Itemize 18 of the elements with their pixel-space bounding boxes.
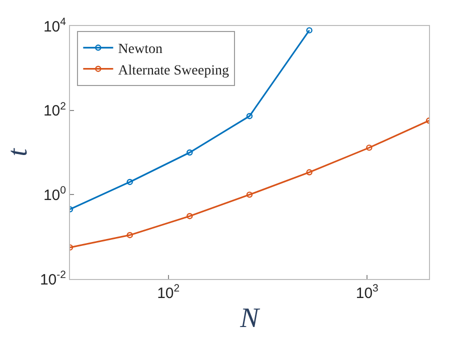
y-tick-label: 10$^{-2}$ xyxy=(40,268,66,288)
point xyxy=(306,27,312,34)
point xyxy=(126,232,133,238)
legend-label: Alternate Sweeping xyxy=(118,63,229,78)
point xyxy=(126,178,133,186)
x-tick-label: 10$^{3}$ xyxy=(356,282,379,302)
y-tick-label: 10$^{2}$ xyxy=(43,100,66,120)
y-axis-title: t xyxy=(2,147,34,156)
point xyxy=(246,113,253,120)
y-tick-label: 10$^{0}$ xyxy=(43,184,66,204)
x-axis-title: N xyxy=(239,303,260,334)
point xyxy=(306,169,312,176)
point xyxy=(366,144,372,151)
point xyxy=(246,192,253,198)
y-tick-label: 10$^{4}$ xyxy=(43,16,66,36)
legend-label: Newton xyxy=(118,42,163,58)
point xyxy=(186,149,193,156)
point xyxy=(186,213,193,220)
